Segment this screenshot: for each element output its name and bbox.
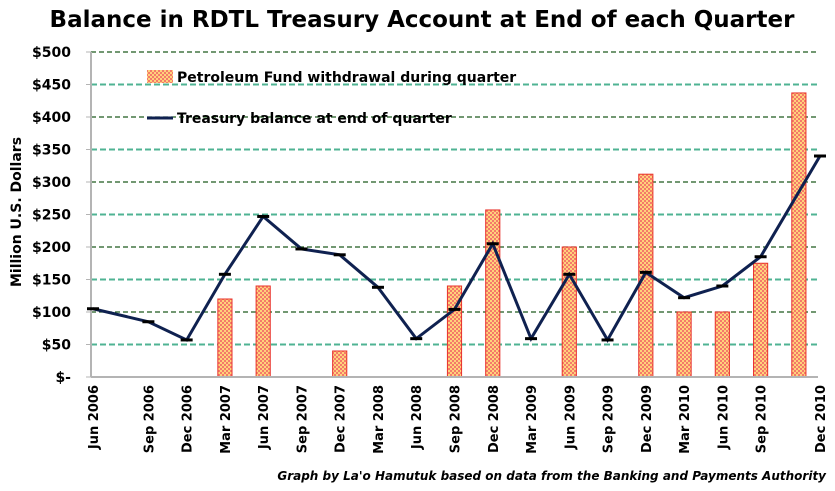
x-tick-label: Jun 2009 — [563, 385, 578, 450]
y-tick-label: $100 — [32, 305, 71, 321]
x-tick-label: Sep 2007 — [295, 385, 310, 453]
x-tick-label: Mar 2008 — [372, 385, 387, 454]
x-tick-label: Mar 2010 — [678, 385, 693, 454]
bar — [217, 298, 233, 378]
legend-bar-swatch — [147, 70, 173, 83]
y-tick-label: $- — [55, 370, 71, 386]
x-tick-label: Dec 2008 — [487, 385, 502, 453]
bar — [676, 311, 692, 378]
gridlines — [91, 51, 818, 346]
x-tick-label: Dec 2010 — [814, 385, 829, 453]
x-tick-label: Dec 2007 — [334, 385, 349, 453]
y-tick-label: $450 — [32, 78, 71, 94]
x-tick-label: Jun 2008 — [410, 385, 425, 450]
y-tick-label: $400 — [32, 110, 71, 126]
x-tick-label: Dec 2006 — [181, 385, 196, 453]
chart-title: Balance in RDTL Treasury Account at End … — [50, 7, 796, 33]
line-series — [87, 154, 826, 343]
x-tick-label: Jun 2007 — [257, 385, 272, 450]
y-axis-label: Million U.S. Dollars — [9, 137, 25, 287]
x-tick-label: Sep 2008 — [449, 385, 464, 453]
bar — [714, 311, 730, 378]
y-tick-label: $300 — [32, 175, 71, 191]
x-axis-ticks: Jun 2006 Sep 2006 Dec 2006 Mar 2007 Jun 2007… — [87, 385, 829, 454]
bar — [332, 350, 348, 378]
y-tick-label: $200 — [32, 240, 71, 256]
legend-line-label: Treasury balance at end of quarter — [177, 111, 452, 127]
x-tick-label: Sep 2006 — [142, 385, 157, 453]
bar-series — [217, 92, 807, 378]
bar — [791, 92, 807, 378]
y-tick-label: $350 — [32, 143, 71, 159]
y-tick-label: $500 — [32, 45, 71, 61]
bar — [561, 246, 577, 378]
chart-credit: Graph by La'o Hamutuk based on data from… — [277, 469, 827, 483]
y-tick-label: $250 — [32, 208, 71, 224]
bar — [485, 209, 501, 378]
x-tick-label: Jun 2006 — [87, 385, 102, 450]
x-tick-label: Sep 2009 — [602, 385, 617, 453]
bar — [753, 262, 769, 378]
legend: Petroleum Fund withdrawal during quarter… — [147, 70, 516, 127]
legend-bar-label: Petroleum Fund withdrawal during quarter — [177, 70, 516, 86]
x-tick-label: Mar 2007 — [219, 385, 234, 454]
x-tick-label: Mar 2009 — [525, 385, 540, 454]
x-tick-label: Jun 2010 — [716, 385, 731, 450]
y-axis-ticks: $- $50 $100 $150 $200 $250 $300 $350 $400 $450 $50… — [32, 45, 91, 386]
y-tick-label: $150 — [32, 273, 71, 289]
bar — [255, 285, 271, 378]
axes — [90, 52, 818, 378]
y-tick-label: $50 — [42, 338, 71, 354]
x-tick-label: Dec 2009 — [640, 385, 655, 453]
x-tick-label: Sep 2010 — [755, 385, 770, 453]
